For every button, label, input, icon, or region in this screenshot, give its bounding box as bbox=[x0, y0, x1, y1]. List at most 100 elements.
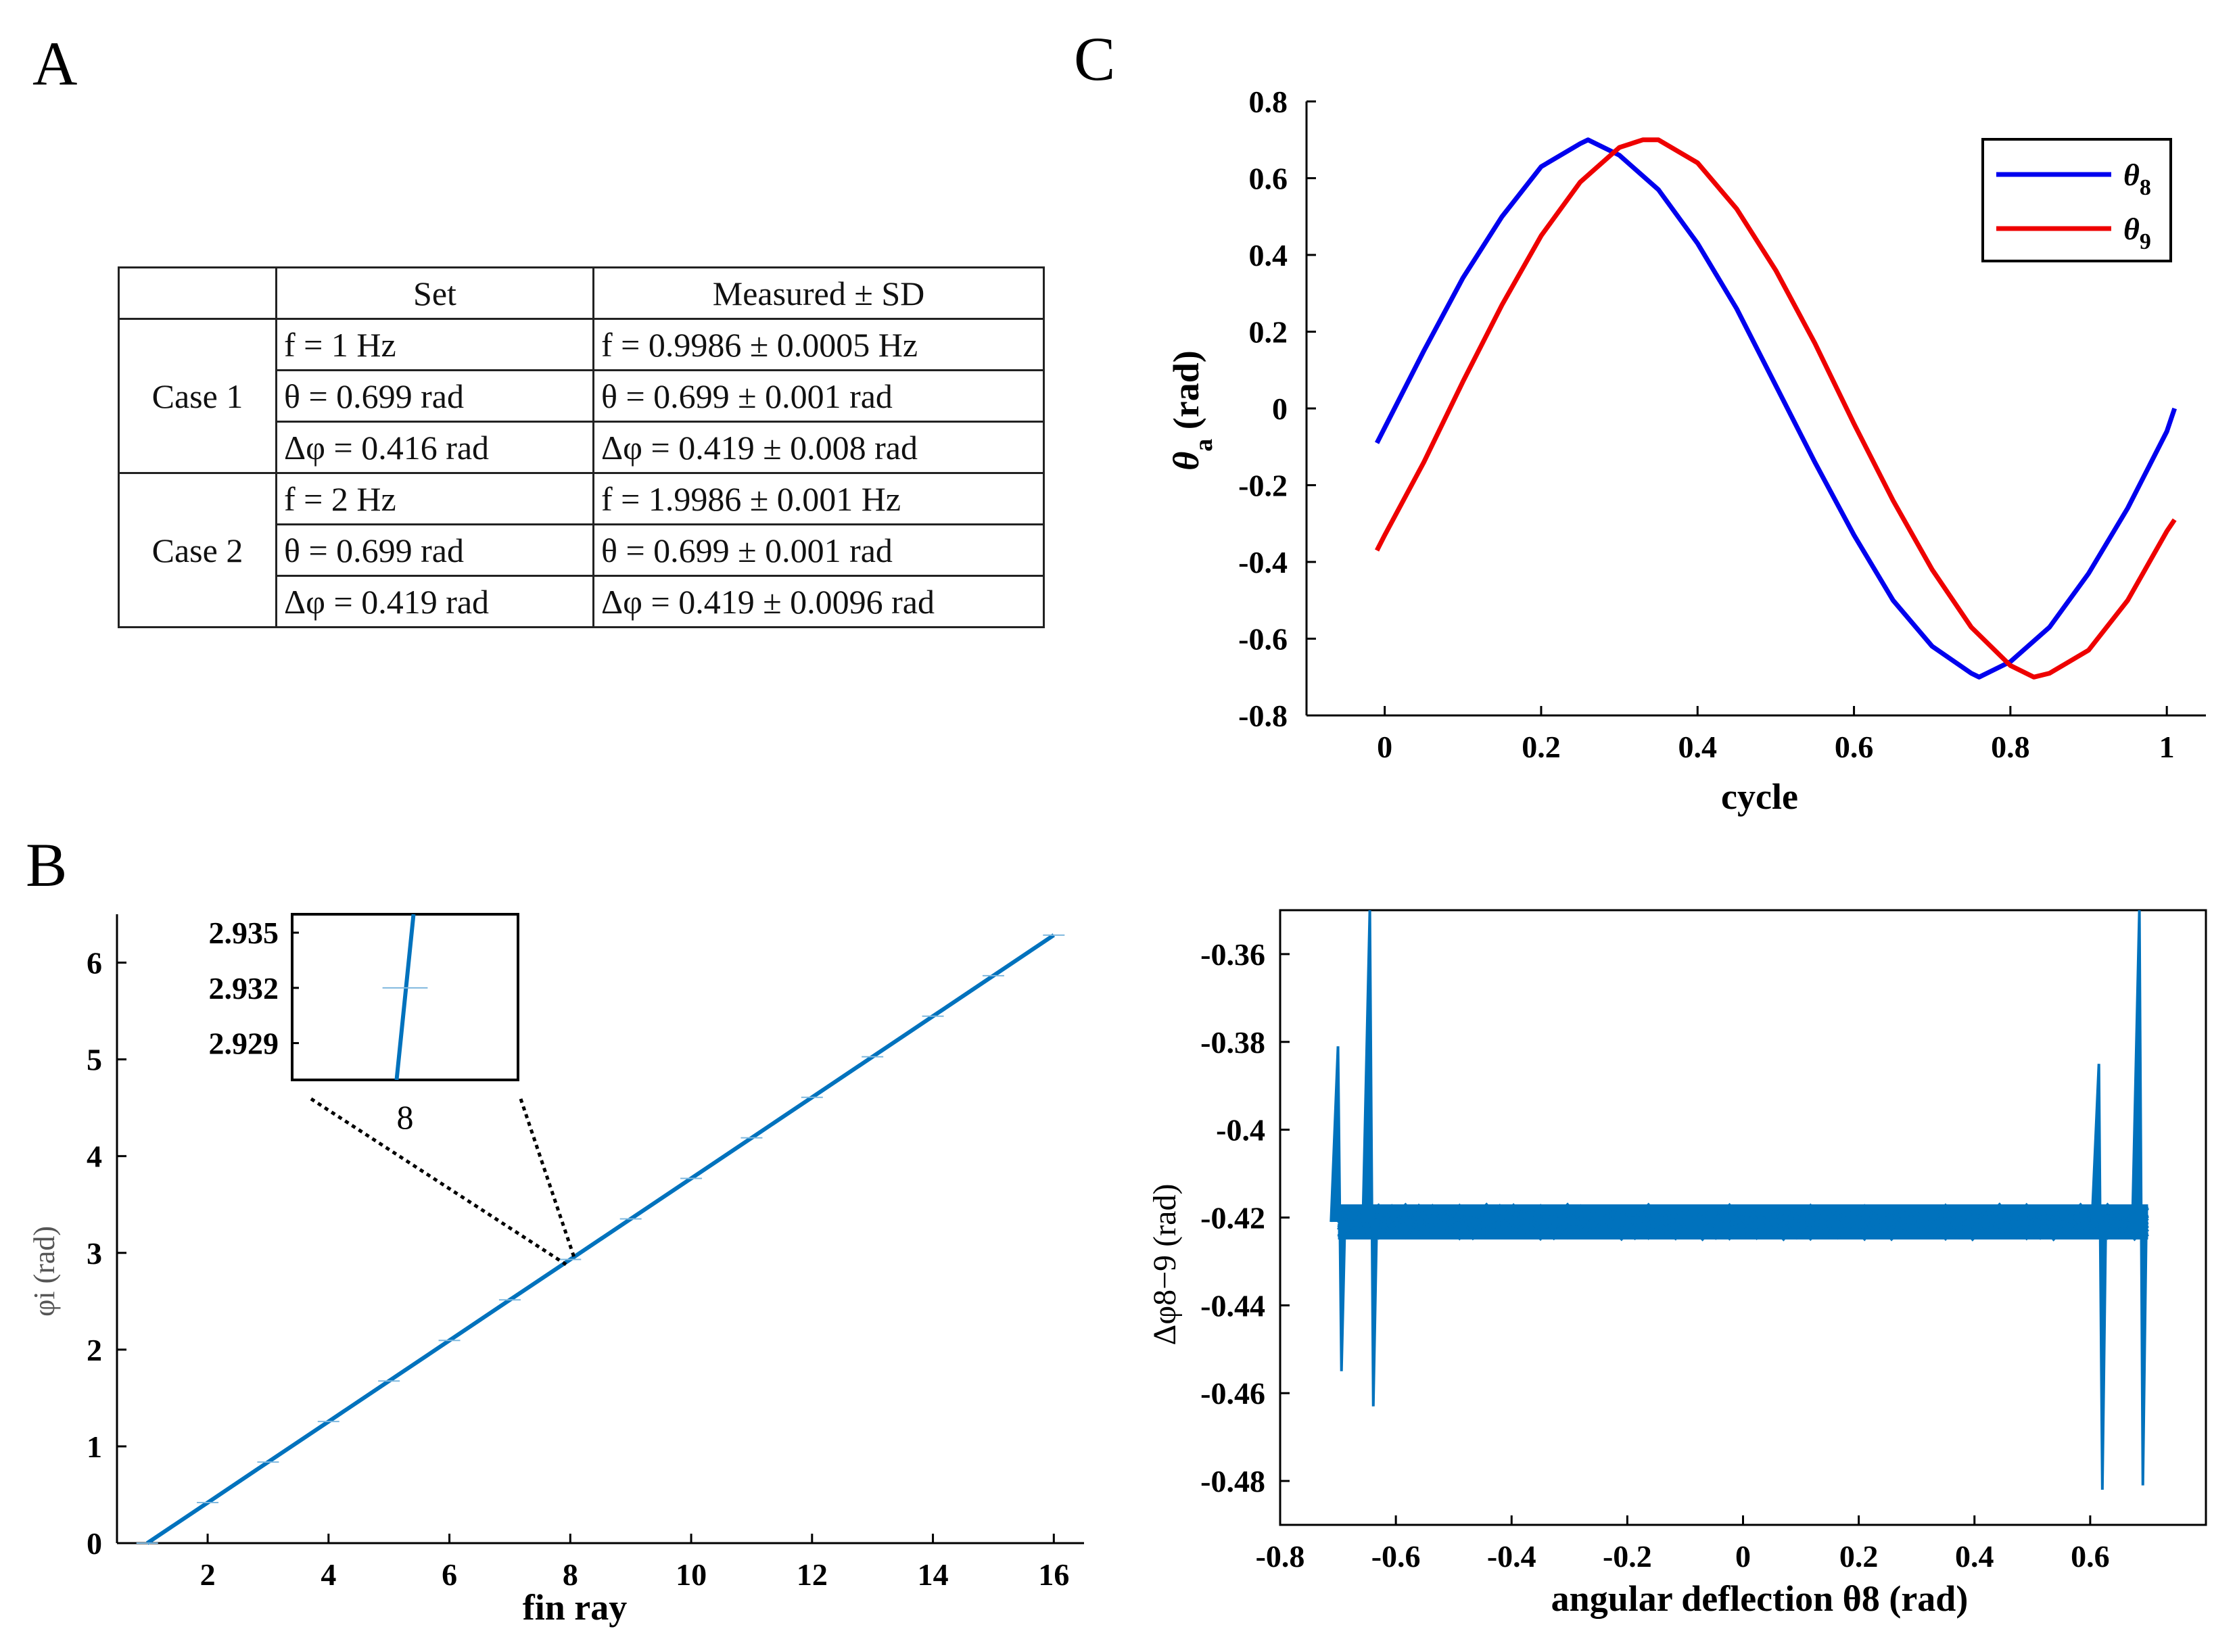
table-cell-measured: Δφ = 0.419 ± 0.008 rad bbox=[592, 421, 1045, 474]
chart-b-inset-ytick-label: 2.932 bbox=[209, 971, 279, 1006]
chart-b-xtick-label: 14 bbox=[918, 1557, 949, 1592]
chart-b-xlabel: fin ray bbox=[523, 1587, 628, 1628]
chart-b-series-line bbox=[146, 933, 1055, 1545]
table-cell-measured: Δφ = 0.419 ± 0.0096 rad bbox=[592, 575, 1045, 628]
chart-d-trace bbox=[1337, 1202, 2150, 1241]
chart-c-ytick-label: 0.6 bbox=[1249, 162, 1288, 196]
chart-d-ytick-label: -0.4 bbox=[1216, 1113, 1265, 1148]
chart-c-xtick-label: 0.8 bbox=[1991, 730, 2030, 764]
chart-b-ytick-label: 2 bbox=[87, 1333, 102, 1367]
chart-b-xtick-label: 12 bbox=[797, 1557, 828, 1592]
case-label: Case 1 bbox=[118, 318, 277, 474]
table-cell-measured: θ = 0.699 ± 0.001 rad bbox=[592, 523, 1045, 577]
table-row: θ = 0.699 rad θ = 0.699 ± 0.001 rad bbox=[119, 369, 1045, 423]
chart-d-xlabel: angular deflection θ8 (rad) bbox=[1551, 1578, 1969, 1619]
chart-c-ytick-label: 0 bbox=[1272, 392, 1288, 426]
table-cell-set: f = 2 Hz bbox=[275, 472, 594, 525]
chart-b-inset-ytick-label: 2.929 bbox=[209, 1026, 279, 1061]
chart-c-ytick-label: 0.4 bbox=[1249, 238, 1288, 273]
table-header-row: Set Measured ± SD bbox=[118, 266, 1045, 320]
chart-b-ytick-label: 4 bbox=[87, 1139, 102, 1174]
chart-b-zoom-connector bbox=[310, 1097, 567, 1267]
chart-c-series-line-0 bbox=[1374, 137, 2178, 680]
chart-d-xtick-label: -0.8 bbox=[1256, 1539, 1305, 1574]
chart-d-trace bbox=[1337, 1202, 2150, 1242]
chart-c-xtick-label: 0.6 bbox=[1835, 730, 1874, 764]
chart-c-series-line-1 bbox=[1374, 137, 2177, 680]
chart-b-inset-line bbox=[394, 914, 416, 1081]
table-cell-set: f = 1 Hz bbox=[275, 318, 594, 371]
chart-d-xtick-label: -0.6 bbox=[1371, 1539, 1421, 1574]
table-cell-measured: θ = 0.699 ± 0.001 rad bbox=[592, 369, 1045, 423]
table-header-measured: Measured ± SD bbox=[592, 266, 1045, 320]
panel-label-b: B bbox=[26, 830, 67, 899]
chart-c-xtick-label: 0.2 bbox=[1522, 730, 1561, 764]
table-cell-set: θ = 0.699 rad bbox=[275, 369, 594, 423]
chart-d-xtick-label: 0.2 bbox=[1839, 1539, 1879, 1574]
chart-c-ytick-label: -0.8 bbox=[1238, 699, 1288, 733]
parameters-table: Set Measured ± SD Case 1 f = 1 Hz f = 0.… bbox=[118, 266, 1045, 628]
chart-d-xtick-label: -0.2 bbox=[1603, 1539, 1652, 1574]
chart-b-ytick-label: 5 bbox=[87, 1043, 102, 1077]
table-header-empty bbox=[118, 266, 277, 320]
chart-c-xlabel: cycle bbox=[1721, 776, 1798, 817]
table-cell-set: Δφ = 0.416 rad bbox=[275, 421, 594, 474]
table-header-set: Set bbox=[275, 266, 594, 320]
chart-b-ytick-label: 1 bbox=[87, 1430, 102, 1464]
panel-label-a: A bbox=[32, 29, 77, 98]
chart-c-ytick-label: -0.6 bbox=[1238, 622, 1288, 657]
chart-c-ytick-label: -0.4 bbox=[1238, 545, 1288, 580]
chart-b-ytick-label: 6 bbox=[87, 946, 102, 981]
phase-vs-fin-ray-chart: fin ray φi (rad) 2 4 6 8 10 12 14 1601234562.92… bbox=[28, 913, 1084, 1628]
table-row: Δφ = 0.419 rad Δφ = 0.419 ± 0.0096 rad bbox=[119, 575, 1045, 628]
chart-b-xtick-label: 4 bbox=[321, 1557, 336, 1592]
chart-d-spike bbox=[2090, 1064, 2107, 1490]
chart-b-xtick-label: 6 bbox=[442, 1557, 457, 1592]
chart-b-ylabel: φi (rad) bbox=[28, 1226, 61, 1317]
table-cell-set: Δφ = 0.419 rad bbox=[275, 575, 594, 628]
chart-d-ytick-label: -0.48 bbox=[1200, 1464, 1265, 1498]
chart-d-xtick-label: 0 bbox=[1735, 1539, 1751, 1574]
chart-b-ytick-label: 3 bbox=[87, 1236, 102, 1271]
chart-d-spike bbox=[1361, 910, 1378, 1407]
chart-d-ytick-label: -0.46 bbox=[1200, 1376, 1265, 1411]
chart-c-legend-label: θ9 bbox=[2123, 212, 2151, 254]
chart-d-ytick-label: -0.36 bbox=[1200, 937, 1265, 972]
chart-d-spike bbox=[1330, 1046, 1346, 1371]
theta-vs-cycle-chart: cycle θa (rad) 0 0.2 0.4 0.6 0.8 1 -0.8 -0.6 -0.… bbox=[1166, 85, 2206, 817]
chart-d-xtick-label: 0.6 bbox=[2071, 1539, 2110, 1574]
chart-d-trace bbox=[1337, 1203, 2149, 1242]
chart-d-xtick-label: 0.4 bbox=[1955, 1539, 1994, 1574]
chart-d-ytick-label: -0.42 bbox=[1200, 1201, 1265, 1235]
chart-c-ylabel: θa (rad) bbox=[1166, 350, 1218, 471]
chart-c-ytick-label: 0.2 bbox=[1249, 315, 1288, 350]
table-row: Δφ = 0.416 rad Δφ = 0.419 ± 0.008 rad bbox=[119, 421, 1045, 474]
table-row: θ = 0.699 rad θ = 0.699 ± 0.001 rad bbox=[119, 523, 1045, 577]
table-row: Case 2 f = 2 Hz f = 1.9986 ± 0.001 Hz bbox=[118, 472, 1045, 628]
chart-c-legend-label: θ8 bbox=[2123, 158, 2151, 200]
chart-d-ytick-label: -0.38 bbox=[1200, 1025, 1265, 1060]
chart-c-ytick-label: -0.2 bbox=[1238, 469, 1288, 503]
chart-b-xtick-label: 16 bbox=[1038, 1557, 1069, 1592]
chart-d-xtick-label: -0.4 bbox=[1487, 1539, 1536, 1574]
chart-c-legend-box bbox=[1981, 138, 2172, 262]
chart-b-inset-ytick-label: 2.935 bbox=[209, 916, 279, 950]
chart-b-zoom-connector bbox=[519, 1098, 576, 1258]
chart-b-inset-xtick-label: 8 bbox=[397, 1098, 414, 1136]
chart-d-ylabel: Δφ8−9 (rad) bbox=[1147, 1184, 1183, 1346]
chart-c-xtick-label: 0 bbox=[1377, 730, 1392, 764]
chart-c-xtick-label: 1 bbox=[2159, 730, 2175, 764]
chart-c-ytick-label: 0.8 bbox=[1249, 85, 1288, 119]
chart-d-spike bbox=[2131, 910, 2148, 1486]
case-label: Case 2 bbox=[118, 472, 277, 628]
chart-b-ytick-label: 0 bbox=[87, 1526, 102, 1561]
table-cell-measured: f = 1.9986 ± 0.001 Hz bbox=[592, 472, 1045, 525]
chart-b-xtick-label: 10 bbox=[676, 1557, 707, 1592]
chart-b-xtick-label: 8 bbox=[563, 1557, 578, 1592]
chart-b-xtick-label: 2 bbox=[200, 1557, 216, 1592]
table-cell-measured: f = 0.9986 ± 0.0005 Hz bbox=[592, 318, 1045, 371]
table-cell-set: θ = 0.699 rad bbox=[275, 523, 594, 577]
chart-c-xtick-label: 0.4 bbox=[1678, 730, 1718, 764]
table-row: Case 1 f = 1 Hz f = 0.9986 ± 0.0005 Hz bbox=[118, 318, 1045, 474]
